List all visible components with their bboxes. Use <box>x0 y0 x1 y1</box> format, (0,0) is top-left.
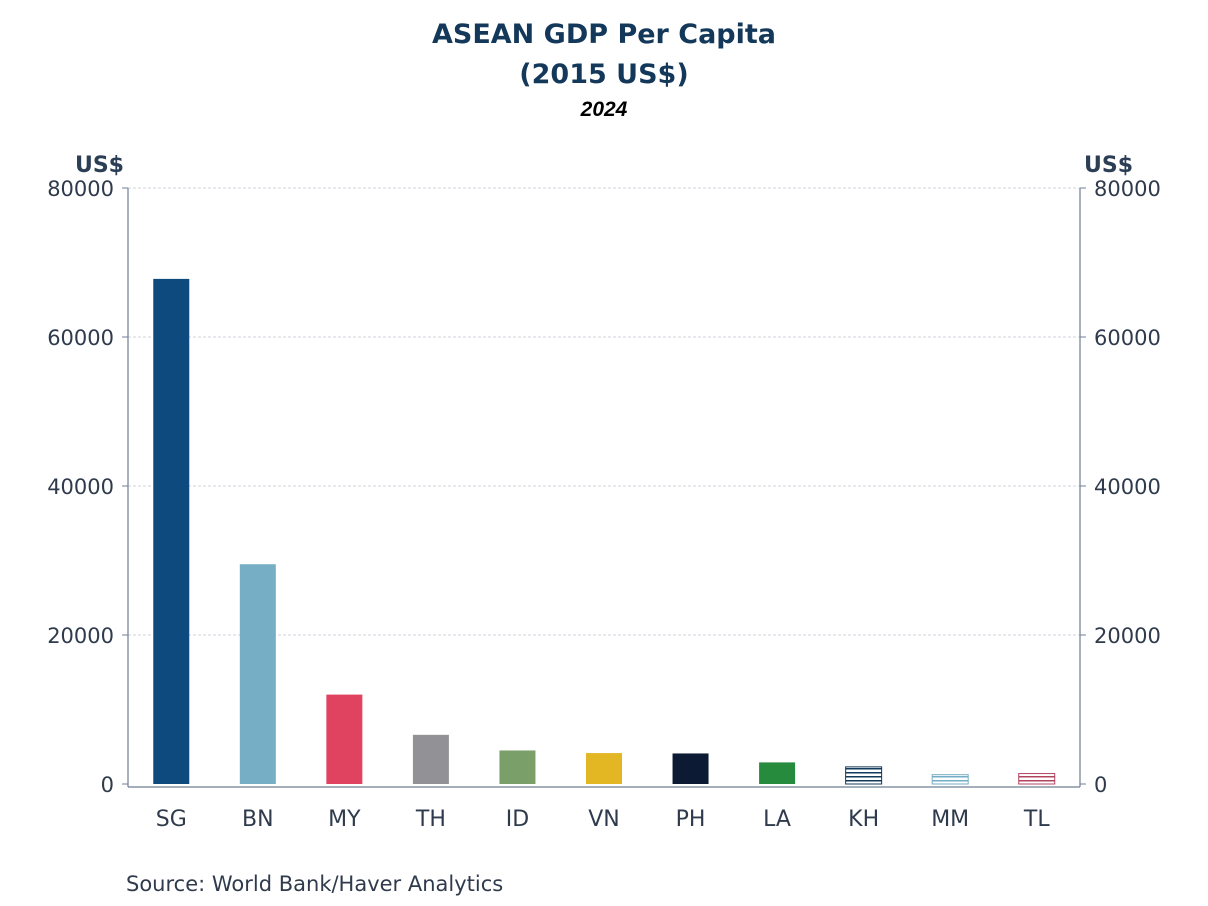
right-tick-label: 20000 <box>1094 624 1161 648</box>
right-tick-label: 40000 <box>1094 475 1161 499</box>
right-tick-label: 80000 <box>1094 177 1161 201</box>
x-tick-label: BN <box>242 807 274 832</box>
x-tick-label: MY <box>328 807 361 832</box>
x-tick-label: TH <box>415 807 446 832</box>
bar-kh <box>845 766 883 785</box>
left-tick-label: 80000 <box>47 177 114 201</box>
bar-tl <box>1018 773 1056 785</box>
left-tick-label: 60000 <box>47 326 114 350</box>
bar-ph <box>672 753 709 784</box>
labels: 0 0 20000 20000 40000 40000 60000 60000 80000 800… <box>47 177 1161 832</box>
bar-my <box>326 694 363 784</box>
right-tick-label: 60000 <box>1094 326 1161 350</box>
x-tick-label: KH <box>848 807 879 832</box>
bar-mm <box>931 774 969 785</box>
chart-subtitle: 2024 <box>580 98 628 121</box>
left-axis-unit: US$ <box>75 153 124 178</box>
x-tick-label: MM <box>931 807 969 832</box>
bar-bn <box>239 564 276 784</box>
bar-la <box>759 762 796 784</box>
source-note: Source: World Bank/Haver Analytics <box>126 872 503 896</box>
x-tick-label: PH <box>676 807 706 832</box>
bar-sg <box>153 278 190 784</box>
bar-vn <box>586 753 622 784</box>
bar-th <box>412 734 449 784</box>
left-tick-label: 0 <box>101 773 114 797</box>
right-axis-unit: US$ <box>1084 153 1133 178</box>
chart-title-line2: (2015 US$) <box>519 59 688 90</box>
bars <box>153 278 1056 785</box>
x-tick-label: VN <box>588 807 620 832</box>
gridlines <box>128 187 1080 636</box>
chart-title: ASEAN GDP Per Capita <box>432 19 776 50</box>
bar-id <box>499 750 536 784</box>
left-tick-label: 40000 <box>47 475 114 499</box>
x-tick-label: SG <box>156 807 187 832</box>
axes <box>122 187 1086 788</box>
x-tick-label: TL <box>1023 807 1050 832</box>
x-tick-label: LA <box>763 807 791 832</box>
left-tick-label: 20000 <box>47 624 114 648</box>
x-tick-label: ID <box>506 807 529 832</box>
right-tick-label: 0 <box>1094 773 1107 797</box>
